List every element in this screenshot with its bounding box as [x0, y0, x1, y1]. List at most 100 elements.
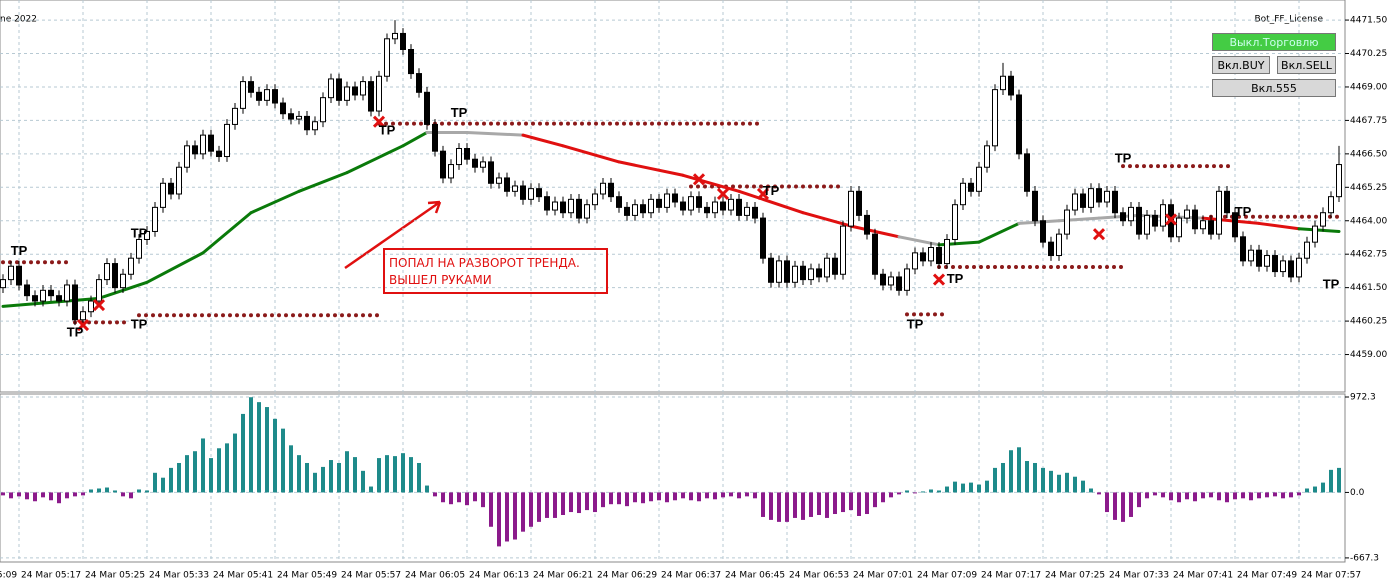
candle-body: [936, 247, 942, 265]
candle-body: [1320, 212, 1326, 227]
histogram-bar: [281, 428, 285, 493]
candle-body: [272, 89, 278, 104]
histogram-bar: [489, 492, 493, 527]
candle-body: [160, 182, 166, 208]
candle-body: [968, 182, 974, 192]
candle-body: [680, 201, 686, 211]
candle-body: [856, 190, 862, 216]
candle-body: [720, 201, 726, 211]
histogram-bar: [1177, 492, 1181, 503]
histogram-bar: [297, 455, 301, 493]
candle-body: [1304, 241, 1310, 259]
histogram-bar: [913, 492, 917, 494]
histogram-bar: [385, 455, 389, 493]
x-tick-label: 24 Mar 07:17: [981, 571, 1041, 581]
y-tick-label: 4459.00: [1350, 350, 1387, 360]
candle-body: [96, 279, 102, 302]
histogram-bar: [249, 397, 253, 493]
x-tick-label: 24 Mar 07:49: [1237, 571, 1297, 581]
candle-body: [1152, 214, 1158, 227]
candle-body: [656, 198, 662, 208]
x-tick-label: 24 Mar 06:13: [469, 571, 529, 581]
candle-body: [1248, 249, 1254, 262]
candle-body: [248, 81, 254, 93]
candle-body: [984, 145, 990, 168]
histogram-bar: [441, 492, 445, 503]
histogram-bar: [1145, 492, 1149, 499]
histogram-bar: [505, 492, 509, 542]
histogram-bar: [729, 492, 733, 497]
histogram-bar: [289, 445, 293, 493]
candle-body: [784, 260, 790, 283]
ma-line: [1257, 221, 1301, 231]
candle-body: [104, 263, 110, 281]
histogram-bar: [849, 492, 853, 511]
histogram-bar: [1297, 492, 1301, 496]
candle-body: [8, 265, 14, 281]
candle-body: [352, 86, 358, 96]
histogram-bar: [873, 492, 877, 508]
candle-body: [152, 206, 158, 232]
candle-body: [1264, 255, 1270, 267]
histogram-bar: [1233, 492, 1237, 500]
tp-label: TP: [907, 317, 924, 332]
candle-body: [520, 185, 526, 200]
candle-body: [560, 201, 566, 214]
candle-body: [280, 102, 286, 115]
histogram-bar: [113, 490, 117, 493]
x-tick-label: 24 Mar 05:33: [149, 571, 209, 581]
histogram-bar: [369, 486, 373, 493]
candle-body: [752, 206, 758, 219]
candle-body: [1224, 190, 1230, 214]
exit-marker: [92, 298, 106, 312]
ma-line: [897, 235, 941, 247]
candle-body: [664, 193, 670, 208]
histogram-bar: [1097, 492, 1101, 495]
histogram-bar: [89, 489, 93, 493]
histogram-bar: [1305, 488, 1309, 493]
ma-line: [465, 130, 525, 137]
histogram-bar: [265, 407, 269, 493]
candle-body: [1032, 190, 1038, 222]
button[interactable]: Вкл.BUY: [1212, 56, 1270, 74]
ma-line: [977, 221, 1021, 244]
button[interactable]: Вкл.SELL: [1277, 56, 1336, 74]
histogram-bar: [865, 492, 869, 515]
histogram-bar: [529, 492, 533, 527]
button[interactable]: Вкл.555: [1212, 79, 1336, 97]
candle-body: [1192, 209, 1198, 230]
candle-body: [688, 196, 694, 211]
candle-body: [184, 145, 190, 168]
histogram-bar: [585, 492, 589, 511]
candle-body: [1200, 220, 1206, 230]
histogram-bar: [649, 492, 653, 502]
histogram-bar: [1049, 470, 1053, 493]
histogram-bar: [209, 458, 213, 493]
candle-body: [416, 73, 422, 93]
ma-line: [521, 133, 565, 148]
histogram-bar: [937, 490, 941, 493]
ma-line: [201, 211, 253, 255]
note-box: ПОПАЛ НА РАЗВОРОТ ТРЕНДА. ВЫШЕЛ РУКАМИ: [383, 248, 608, 294]
button[interactable]: Выкл.Торговлю: [1212, 33, 1336, 51]
histogram-bar: [713, 492, 717, 500]
exit-marker: [1164, 213, 1178, 226]
histogram-bar: [1113, 492, 1117, 520]
x-tick-label: 24 Mar 06:05: [405, 571, 465, 581]
histogram-bar: [689, 492, 693, 501]
candle-body: [320, 97, 326, 123]
ma-line: [681, 173, 741, 193]
histogram-bar: [1201, 492, 1205, 499]
histogram-bar: [1321, 482, 1325, 493]
candle-body: [792, 265, 798, 283]
x-tick-label: 24 Mar 06:45: [725, 571, 785, 581]
candle-body: [840, 225, 846, 275]
candle-body: [1104, 190, 1110, 203]
ma-line: [617, 160, 685, 177]
x-tick-label: 24 Mar 07:09: [917, 571, 977, 581]
candle-body: [48, 289, 54, 297]
histogram-bar: [617, 492, 621, 505]
histogram-bar: [65, 492, 69, 499]
histogram-bar: [921, 491, 925, 493]
osc-frame: [0, 393, 1346, 563]
